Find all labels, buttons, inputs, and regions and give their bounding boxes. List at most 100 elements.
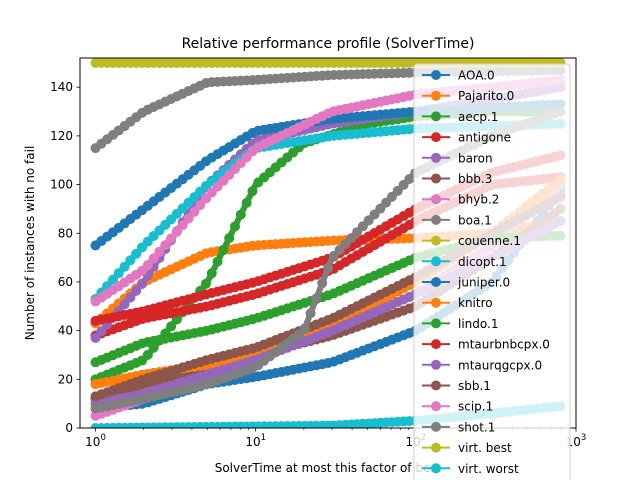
series-point [160, 240, 171, 251]
legend-marker [431, 277, 441, 287]
y-tick-label: 40 [58, 324, 73, 338]
y-tick-label: 20 [58, 372, 73, 386]
legend-box [413, 63, 571, 480]
series-point [90, 332, 101, 343]
legend-label: antigone [458, 131, 511, 145]
series-point [311, 293, 322, 304]
legend-item: sbb.1 [422, 379, 491, 393]
series-point [148, 253, 159, 264]
series-point [113, 268, 124, 279]
series-point [299, 323, 310, 334]
legend-marker [431, 339, 441, 350]
series-point [183, 213, 194, 224]
legend-marker [431, 152, 441, 163]
x-tick-label: 101 [245, 433, 266, 449]
legend-marker [431, 214, 441, 225]
legend-item: boa.1 [422, 213, 492, 227]
legend-item: knitro [422, 296, 493, 310]
series-point [125, 292, 136, 303]
chart-title: Relative performance profile (SolverTime… [182, 36, 475, 52]
series-point [119, 261, 130, 272]
series-point [125, 255, 136, 266]
y-tick-label: 140 [50, 80, 73, 94]
series-point [142, 349, 153, 360]
legend-item: shot.1 [422, 420, 495, 434]
legend-item: couenne.1 [422, 234, 521, 248]
series-point [230, 221, 241, 232]
legend-marker [431, 235, 441, 246]
legend-item: juniper.0 [422, 276, 510, 290]
legend-label: virt. best [458, 441, 512, 455]
legend-marker [431, 132, 441, 143]
legend-label: baron [458, 151, 493, 165]
x-tick-label: 100 [85, 433, 106, 449]
series-point [212, 256, 223, 267]
legend-label: juniper.0 [457, 276, 510, 290]
legend-item: Pajarito.0 [422, 89, 514, 103]
legend-label: boa.1 [458, 213, 492, 227]
legend-label: bbb.3 [458, 172, 492, 186]
series-point [137, 278, 148, 289]
legend-label: scip.1 [458, 400, 493, 414]
series-point [189, 206, 200, 217]
legend-marker [431, 380, 441, 391]
legend-label: knitro [458, 296, 493, 310]
series-point [323, 263, 333, 274]
legend-item: scip.1 [422, 400, 493, 414]
series-point [247, 186, 258, 197]
legend-marker [431, 173, 441, 184]
legend-item: aecp.1 [422, 110, 498, 124]
legend-item: bbb.3 [422, 172, 492, 186]
legend-marker [431, 70, 441, 80]
legend-marker [431, 421, 441, 432]
series-point [195, 200, 206, 211]
y-axis-ticks: 0 20 40 60 80 100 120 140 [50, 80, 80, 435]
legend-label: mtaurqgcpx.0 [458, 358, 542, 372]
y-tick-label: 80 [58, 226, 73, 240]
legend-item: bhyb.2 [422, 193, 499, 207]
legend-label: shot.1 [458, 420, 495, 434]
legend-label: sbb.1 [458, 379, 491, 393]
legend-marker [431, 194, 441, 205]
legend-item: AOA.0 [422, 69, 495, 83]
series-point [200, 278, 211, 289]
series-point [131, 285, 142, 296]
series-point [107, 274, 118, 285]
series-14 [90, 150, 566, 326]
legend-marker [431, 297, 441, 308]
y-axis-label: Number of instances with no fail [23, 146, 37, 341]
series-point [131, 248, 142, 259]
legend-label: bhyb.2 [458, 193, 499, 207]
legend-label: lindo.1 [458, 317, 498, 331]
series-point [305, 308, 316, 319]
legend-marker [431, 401, 441, 412]
y-tick-label: 100 [50, 178, 73, 192]
series-point [142, 260, 153, 271]
legend-item: baron [422, 151, 493, 165]
legend-marker [431, 90, 441, 101]
series-point [235, 209, 246, 220]
series-point [154, 246, 165, 257]
legend-marker [431, 463, 441, 474]
legend-item: dicopt.1 [422, 255, 507, 269]
legend-label: aecp.1 [458, 110, 498, 124]
legend-label: Pajarito.0 [458, 89, 514, 103]
series-point [224, 233, 235, 244]
legend-marker [431, 256, 441, 267]
y-tick-label: 60 [58, 275, 73, 289]
series-point [177, 220, 188, 231]
legend-marker [431, 442, 441, 453]
legend-marker [431, 359, 441, 370]
legend-item: lindo.1 [422, 317, 498, 331]
legend-label: couenne.1 [458, 234, 521, 248]
legend-item: antigone [422, 131, 511, 145]
legend-label: virt. worst [458, 462, 519, 476]
series-point [218, 244, 229, 255]
series-point [171, 226, 182, 237]
series-point [119, 299, 130, 310]
series-point [96, 326, 107, 337]
series-point [166, 321, 177, 332]
legend-item: virt. best [422, 441, 512, 455]
legend-label: dicopt.1 [458, 255, 507, 269]
